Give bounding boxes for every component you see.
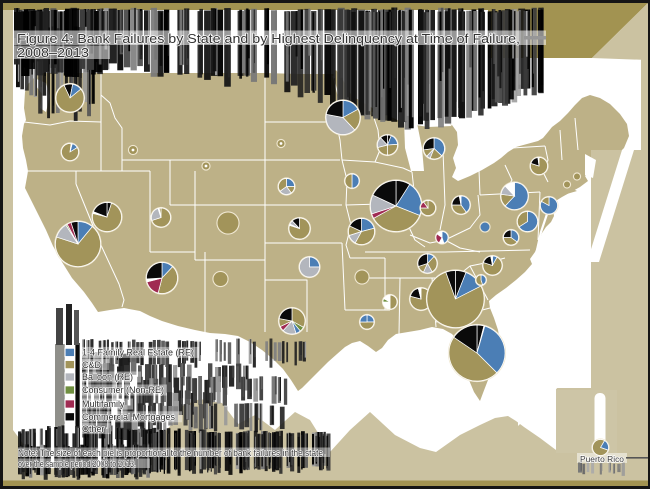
- svg-text:Balloon (RE): Balloon (RE): [82, 372, 133, 382]
- svg-text:Puerto Rico: Puerto Rico: [580, 454, 624, 464]
- svg-text:over the sample period 2008 to: over the sample period 2008 to 2013.: [18, 459, 136, 469]
- svg-text:Consumer (Non-RE): Consumer (Non-RE): [82, 385, 164, 395]
- svg-text:2008–2013: 2008–2013: [17, 45, 89, 60]
- svg-text:Commercial Mortgages: Commercial Mortgages: [82, 412, 176, 422]
- svg-text:Figure 4: Bank Failures by Sta: Figure 4: Bank Failures by State and by …: [17, 31, 520, 46]
- svg-text:Note: The size of each pie is: Note: The size of each pie is proportion…: [18, 448, 323, 458]
- svg-text:1-4 Family Real Estate (RE): 1-4 Family Real Estate (RE): [82, 348, 194, 358]
- svg-text:C&D: C&D: [82, 360, 102, 370]
- svg-text:Other: Other: [82, 424, 105, 434]
- svg-text:Multifamily: Multifamily: [82, 399, 125, 409]
